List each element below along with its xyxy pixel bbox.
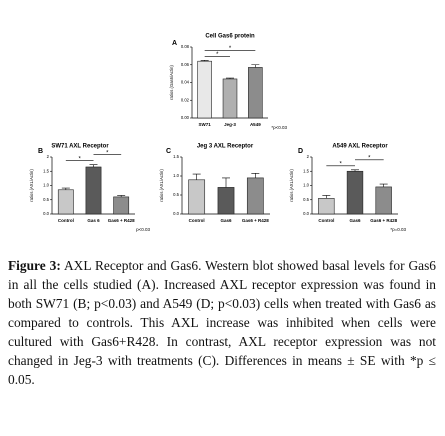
annotation: *p<0.03: [271, 125, 287, 130]
error-bar: [192, 173, 201, 180]
error-bar: [379, 183, 388, 187]
panel-label: D: [298, 148, 303, 155]
bar: [57, 189, 74, 215]
y-tick-label: 2: [47, 154, 50, 159]
y-tick-label: 1.5: [303, 168, 309, 173]
chart-title: A549 AXL Receptor: [332, 144, 388, 150]
significance-label: *: [106, 150, 109, 156]
error-bar: [222, 177, 230, 188]
error-bar: [251, 64, 260, 68]
bar: [246, 177, 264, 215]
bar: [197, 60, 212, 119]
annotation: *p=0.03: [390, 227, 406, 232]
error-bar: [89, 164, 98, 167]
error-bar: [117, 195, 126, 197]
y-tick-label: 0.02: [181, 97, 190, 102]
x-tick-label: Gas 6: [87, 218, 100, 223]
significance-label: *: [216, 52, 219, 58]
y-axis-label: ratios (AXL/Actin): [29, 169, 34, 202]
x-tick-label: SW71: [199, 122, 212, 127]
y-tick-label: 0.08: [181, 44, 190, 49]
x-tick-label: Gas6: [349, 218, 361, 223]
y-tick-label: 0.5: [173, 192, 179, 197]
x-tick-label: Gas6 + R428: [242, 218, 269, 223]
error-bar: [200, 60, 209, 62]
error-bar: [322, 195, 331, 199]
error-bar: [351, 169, 359, 172]
bar: [217, 187, 235, 215]
y-tick-label: 0.0: [303, 211, 309, 216]
bar: [318, 198, 335, 215]
error-bar: [226, 77, 234, 79]
x-tick-label: Gas6 + R428: [370, 218, 397, 223]
caption: Figure 3: AXL Receptor and Gas6. Western…: [8, 256, 436, 389]
significance-label: *: [368, 155, 371, 161]
chart-title: SW71 AXL Receptor: [51, 144, 109, 150]
x-tick-label: Control: [58, 218, 74, 223]
y-tick-label: 0.06: [181, 62, 190, 67]
bar: [248, 67, 263, 119]
y-tick-label: 1.0: [303, 183, 309, 188]
error-bar: [251, 173, 260, 178]
x-tick-label: A549: [250, 122, 261, 127]
y-tick-label: 2: [307, 154, 310, 159]
caption-label: Figure 3:: [8, 258, 61, 273]
y-tick-label: 0.5: [43, 197, 49, 202]
y-tick-label: 0.0: [173, 211, 179, 216]
significance-label: *: [229, 46, 232, 52]
bar: [346, 170, 364, 215]
y-axis-label: ratios (AXL/Actin): [289, 169, 294, 202]
panel-label: C: [166, 148, 171, 155]
x-tick-label: Gas6: [220, 218, 232, 223]
bar: [375, 186, 392, 215]
y-tick-label: 1.0: [43, 183, 49, 188]
x-tick-label: Control: [318, 218, 334, 223]
error-bar: [61, 187, 70, 190]
significance-label: *: [78, 156, 81, 162]
y-tick-label: 0.0: [43, 211, 49, 216]
x-tick-label: Jeg-3: [224, 122, 236, 127]
caption-text: AXL Receptor and Gas6. Western blot show…: [8, 258, 436, 387]
y-axis-label: ratios (Gas6/Actin): [169, 65, 174, 100]
x-tick-label: Gas6 + R428: [108, 218, 135, 223]
y-tick-label: 0.5: [303, 197, 309, 202]
significance-label: *: [339, 161, 342, 167]
annotation: p<0.03: [136, 227, 150, 232]
chart-title: Jeg 3 AXL Receptor: [197, 144, 254, 150]
bar: [188, 179, 206, 215]
chart-title: Cell Gas6 protein: [205, 34, 255, 40]
y-tick-label: 1.0: [173, 173, 179, 178]
bar: [222, 78, 238, 119]
y-tick-label: 0.00: [181, 115, 190, 120]
bar: [85, 166, 102, 215]
panel-label: A: [172, 40, 177, 47]
y-tick-label: 0.04: [181, 80, 190, 85]
bar: [113, 196, 130, 215]
panel-label: B: [38, 148, 43, 155]
x-tick-label: Control: [189, 218, 205, 223]
y-axis-label: ratios (AXL/Actin): [159, 169, 164, 202]
y-tick-label: 1.5: [173, 154, 179, 159]
y-tick-label: 1.5: [43, 168, 49, 173]
